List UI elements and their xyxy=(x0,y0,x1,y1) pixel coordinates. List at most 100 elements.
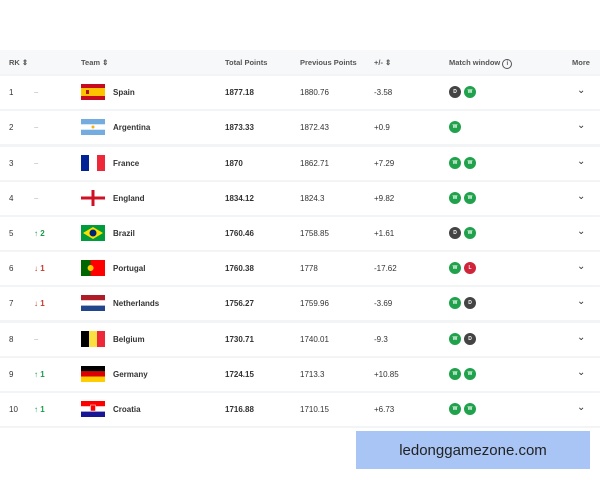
rank: 10 xyxy=(9,404,18,414)
info-icon[interactable]: i xyxy=(502,59,513,69)
team-name[interactable]: Brazil xyxy=(113,228,135,238)
chevron-down-icon[interactable]: ⌄ xyxy=(577,120,586,132)
previous-points: 1759.96 xyxy=(300,299,329,309)
rank-change: ↑ 1 xyxy=(34,404,45,414)
netherlands-flag-icon xyxy=(81,295,105,312)
total-points: 1870 xyxy=(225,158,243,168)
team-name[interactable]: Argentina xyxy=(113,123,151,133)
germany-flag-icon xyxy=(81,365,105,382)
total-points: 1873.33 xyxy=(225,123,254,133)
team-name[interactable]: Belgium xyxy=(113,334,145,344)
arrow-up-icon: ↑ xyxy=(34,228,41,238)
team-name[interactable]: France xyxy=(113,158,140,168)
chevron-down-icon[interactable]: ⌄ xyxy=(577,366,586,378)
rank-change: ↓ 1 xyxy=(34,264,45,274)
points-diff: -3.69 xyxy=(374,299,393,309)
total-points: 1760.38 xyxy=(225,264,254,274)
total-points: 1716.88 xyxy=(225,404,254,414)
total-points: 1760.46 xyxy=(225,228,254,238)
header-total: Total Points xyxy=(225,58,268,67)
header-more: More xyxy=(572,58,590,67)
rank: 7 xyxy=(9,299,14,309)
team-name[interactable]: Portugal xyxy=(113,264,146,274)
spain-flag-icon xyxy=(81,84,105,101)
chevron-down-icon[interactable]: ⌄ xyxy=(577,331,586,343)
team-name[interactable]: Netherlands xyxy=(113,299,160,309)
no-change-icon: – xyxy=(34,193,39,203)
chevron-down-icon[interactable]: ⌄ xyxy=(577,155,586,167)
previous-points: 1824.3 xyxy=(300,193,325,203)
chevron-down-icon[interactable]: ⌄ xyxy=(577,401,586,413)
result-badge: L xyxy=(464,262,476,275)
rank: 5 xyxy=(9,228,14,238)
england-flag-icon xyxy=(81,189,105,206)
sort-diff[interactable]: +/- ⇕ xyxy=(374,58,392,67)
result-badge: D xyxy=(449,86,461,99)
result-badge: W xyxy=(449,367,461,380)
rank-change: ↑ 1 xyxy=(34,369,45,379)
points-diff: -3.58 xyxy=(374,88,393,98)
header-match-window: Match window i xyxy=(449,58,513,69)
rank: 3 xyxy=(9,158,14,168)
result-badge: W xyxy=(449,297,461,310)
team-name[interactable]: Spain xyxy=(113,88,135,98)
sort-team[interactable]: Team ⇕ xyxy=(81,58,109,67)
result-badge: W xyxy=(449,156,461,169)
result-badge: W xyxy=(464,367,476,380)
match-window: W xyxy=(449,121,461,134)
chevron-down-icon[interactable]: ⌄ xyxy=(577,225,586,237)
table-row[interactable]: 7 ↓ 1 Netherlands 1756.27 1759.96 -3.69 … xyxy=(0,287,600,321)
points-diff: -17.62 xyxy=(374,264,397,274)
points-diff: +6.73 xyxy=(374,404,395,414)
rank: 1 xyxy=(9,88,14,98)
chevron-down-icon[interactable]: ⌄ xyxy=(577,190,586,202)
team-name[interactable]: Croatia xyxy=(113,404,141,414)
rank: 6 xyxy=(9,264,14,274)
chevron-down-icon[interactable]: ⌄ xyxy=(577,261,586,273)
belgium-flag-icon xyxy=(81,330,105,347)
result-badge: W xyxy=(449,332,461,345)
arrow-down-icon: ↓ xyxy=(34,264,41,274)
previous-points: 1740.01 xyxy=(300,334,329,344)
chevron-down-icon[interactable]: ⌄ xyxy=(577,296,586,308)
sort-rank[interactable]: RK ⇕ xyxy=(9,58,29,67)
result-badge: W xyxy=(464,86,476,99)
table-header: RK ⇕ Team ⇕ Total Points Previous Points… xyxy=(0,50,600,74)
points-diff: -9.3 xyxy=(374,334,388,344)
result-badge: W xyxy=(449,121,461,134)
watermark: ledonggamezone.com xyxy=(356,431,590,469)
previous-points: 1710.15 xyxy=(300,404,329,414)
table-row[interactable]: 2 – Argentina 1873.33 1872.43 +0.9 W ⌄ xyxy=(0,111,600,145)
result-badge: W xyxy=(464,156,476,169)
result-badge: D xyxy=(464,332,476,345)
result-badge: D xyxy=(449,226,461,239)
rank-change: ↑ 2 xyxy=(34,228,45,238)
arrow-down-icon: ↓ xyxy=(34,299,41,309)
portugal-flag-icon xyxy=(81,260,105,277)
team-name[interactable]: Germany xyxy=(113,369,148,379)
rank: 4 xyxy=(9,193,14,203)
rankings-table: RK ⇕ Team ⇕ Total Points Previous Points… xyxy=(0,50,600,428)
result-badge: D xyxy=(464,297,476,310)
result-badge: W xyxy=(449,402,461,415)
argentina-flag-icon xyxy=(81,119,105,136)
points-diff: +1.61 xyxy=(374,228,395,238)
previous-points: 1862.71 xyxy=(300,158,329,168)
team-name[interactable]: England xyxy=(113,193,145,203)
points-diff: +7.29 xyxy=(374,158,395,168)
chevron-down-icon[interactable]: ⌄ xyxy=(577,85,586,97)
